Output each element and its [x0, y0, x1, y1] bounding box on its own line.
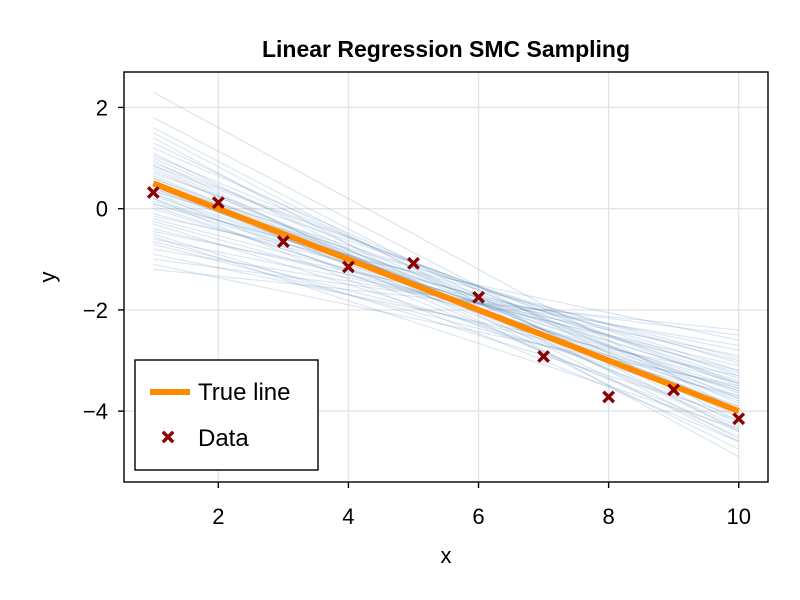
sample-line: [153, 195, 739, 389]
plot-frame: [123, 71, 769, 483]
y-tick-label: −4: [83, 399, 108, 424]
sample-line: [152, 142, 740, 425]
sample-line: [153, 202, 739, 382]
sample-line: [153, 263, 739, 387]
sample-line: [152, 132, 740, 440]
y-tick-label: 0: [96, 197, 108, 222]
x-tick-label: 2: [212, 504, 224, 529]
x-tick-label: 4: [342, 504, 354, 529]
sample-line: [153, 147, 739, 405]
sample-line: [153, 154, 739, 400]
sample-line: [153, 165, 739, 384]
sample-line: [153, 185, 739, 422]
sample-line: [153, 192, 739, 432]
sample-line: [153, 205, 739, 400]
sample-line: [153, 182, 739, 372]
data-point: [667, 383, 681, 397]
sample-line: [153, 235, 739, 430]
true-line-series: [152, 180, 740, 414]
data-point: [276, 235, 290, 248]
y-axis-label: y: [35, 272, 60, 283]
y-tick-label: −2: [83, 298, 108, 323]
legend: True line Data: [134, 359, 319, 471]
data-point: [407, 256, 420, 270]
sample-line: [153, 253, 739, 377]
sample-line: [153, 192, 739, 392]
x-tick-label: 8: [603, 504, 615, 529]
legend-data-label: Data: [198, 425, 249, 452]
sample-line: [153, 197, 739, 443]
x-axis-label: x: [441, 543, 452, 568]
data-series: [146, 186, 746, 426]
x-tick-label: 6: [472, 504, 484, 529]
data-point: [732, 412, 746, 426]
sample-line: [153, 233, 739, 417]
x-tick-label: 10: [726, 504, 750, 529]
sample-line: [153, 202, 739, 359]
sample-line: [153, 220, 739, 384]
sample-line: [153, 215, 739, 341]
sample-line: [152, 159, 740, 450]
sample-line: [153, 162, 739, 387]
sample-line: [152, 91, 740, 412]
data-point: [602, 390, 616, 404]
data-point: [537, 350, 550, 363]
y-axis-ticks: 2 0 −2 −4: [83, 95, 124, 424]
chart-title: Linear Regression SMC Sampling: [262, 36, 630, 62]
sample-line: [152, 127, 740, 432]
data-point: [146, 186, 160, 199]
data-point: [472, 290, 485, 304]
sample-line: [153, 240, 739, 389]
legend-box: [134, 359, 319, 471]
sample-line: [153, 200, 739, 374]
sample-line: [153, 230, 739, 352]
data-point: [211, 196, 225, 209]
y-tick-label: 2: [96, 95, 108, 120]
true-line: [152, 180, 740, 414]
legend-true-line-label: True line: [198, 379, 290, 406]
sample-line: [153, 213, 739, 362]
sample-line: [153, 172, 739, 377]
sample-line: [153, 170, 739, 410]
sample-line: [153, 177, 739, 395]
x-axis-ticks: 2 4 6 8 10: [212, 482, 751, 529]
legend-data-marker: [161, 430, 175, 444]
data-point: [342, 260, 355, 274]
